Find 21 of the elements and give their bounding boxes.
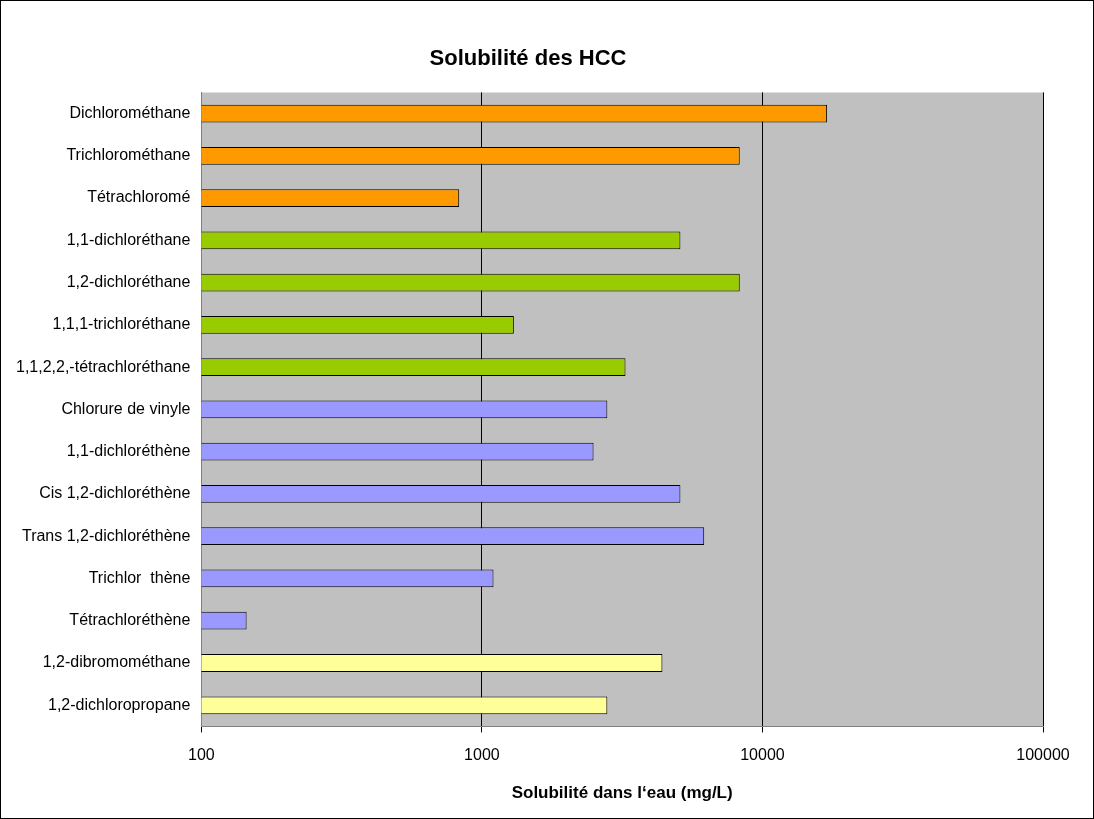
y-tick-label: Trichlorométhane (66, 146, 191, 164)
y-tick-label: Trans 1,2-dichloréthène (21, 526, 191, 544)
x-tick-label: 1000 (464, 746, 500, 764)
y-tick-label: Cis 1,2-dichloréthène (39, 484, 191, 502)
x-axis-title: Solubilité dans l‘eau (mg/L) (511, 783, 733, 803)
y-tick-label: Tétrachloromé (87, 188, 191, 206)
y-tick-label: 1,1-dichloréthène (66, 442, 191, 460)
y-tick-label: 1,1,2,2,-tétrachloréthane (15, 357, 191, 375)
y-tick-label: Tétrachloréthène (69, 611, 191, 629)
y-tick-label: 1,2-dichloréthane (66, 273, 191, 291)
x-tick-label: 100000 (1016, 746, 1070, 764)
x-tick-label: 100 (187, 746, 215, 764)
y-tick-label: 1,1,1-trichloréthane (52, 315, 191, 333)
y-tick-label: 1,2-dichloropropane (48, 695, 191, 713)
y-tick-label: 1,1-dichloréthane (66, 230, 191, 248)
y-tick-label: 1,2-dibromométhane (42, 653, 191, 671)
y-tick-label: Trichlor thène (88, 568, 191, 586)
x-tick-label: 10000 (740, 746, 785, 764)
chart-title: Solubilité des HCC (429, 45, 627, 71)
y-tick-label: Dichlorométhane (69, 103, 191, 121)
y-tick-label: Chlorure de vinyle (61, 399, 191, 417)
